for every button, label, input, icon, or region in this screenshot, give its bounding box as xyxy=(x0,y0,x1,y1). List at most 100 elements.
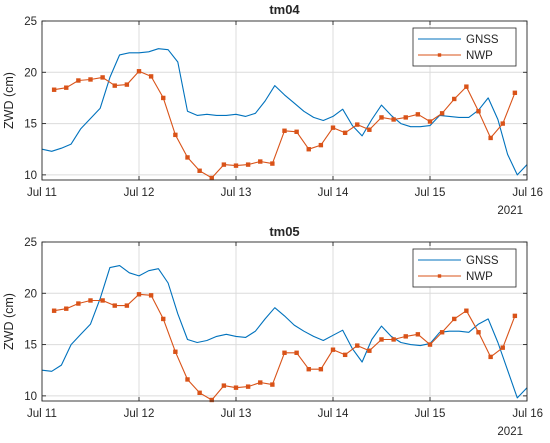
data-point-NWP xyxy=(112,303,117,308)
data-point-NWP xyxy=(148,74,154,79)
data-point-NWP xyxy=(64,85,69,90)
x-tick-label: Jul 11 xyxy=(27,408,57,420)
data-point-NWP xyxy=(185,155,190,160)
data-point-NWP xyxy=(76,78,81,83)
data-point-NWP xyxy=(148,293,154,298)
data-point-NWP xyxy=(100,298,105,303)
x-tick-label: Jul 14 xyxy=(318,408,349,420)
data-point-NWP xyxy=(355,122,360,127)
data-point-NWP xyxy=(51,87,57,92)
data-point-NWP xyxy=(476,330,481,335)
axes-box xyxy=(41,20,528,181)
x-tick-label: Jul 15 xyxy=(415,408,446,420)
year-label: 2021 xyxy=(497,205,523,217)
data-point-NWP xyxy=(51,308,57,313)
data-point-NWP xyxy=(500,121,505,126)
legend: GNSS NWP xyxy=(412,27,517,67)
data-point-NWP xyxy=(306,147,311,152)
data-point-NWP xyxy=(342,130,348,136)
data-point-NWP xyxy=(330,125,336,130)
data-point-NWP xyxy=(379,115,384,120)
x-tick-label: Jul 11 xyxy=(27,187,57,199)
y-tick-label: 25 xyxy=(24,16,37,28)
legend: GNSS NWP xyxy=(412,248,517,288)
data-point-NWP xyxy=(488,354,493,360)
data-point-NWP xyxy=(306,367,311,372)
y-tick-label: 20 xyxy=(24,67,37,79)
series-GNSS xyxy=(41,48,528,176)
data-point-NWP xyxy=(415,112,421,117)
y-tick-label: 15 xyxy=(24,119,37,131)
data-point-NWP xyxy=(100,75,105,80)
data-point-NWP xyxy=(318,142,324,148)
data-point-NWP xyxy=(136,292,142,297)
x-tick-label: Jul 16 xyxy=(512,187,543,199)
data-point-NWP xyxy=(282,350,287,355)
data-point-NWP xyxy=(464,84,469,89)
chart-title: tm04 xyxy=(269,2,300,17)
data-point-NWP xyxy=(427,342,433,347)
data-point-NWP xyxy=(367,127,372,132)
data-point-NWP xyxy=(367,348,372,353)
data-point-NWP xyxy=(245,162,251,167)
data-point-NWP xyxy=(173,132,178,138)
data-point-NWP xyxy=(318,367,324,372)
data-point-NWP xyxy=(197,168,202,173)
data-point-NWP xyxy=(391,337,396,342)
y-axis-label: ZWD (cm) xyxy=(2,72,16,129)
legend-marker-NWP xyxy=(437,274,442,278)
data-point-NWP xyxy=(500,345,505,350)
data-point-NWP xyxy=(452,96,457,102)
legend-label-GNSS: GNSS xyxy=(466,34,499,46)
data-point-NWP xyxy=(173,349,178,354)
series-line-GNSS xyxy=(41,265,528,399)
x-tick-label: Jul 13 xyxy=(221,187,252,199)
data-point-NWP xyxy=(415,332,421,337)
chart-tm05: Jul 11 Jul 12 Jul 13 Jul 14 Jul 15 Jul 16 10 15… xyxy=(2,224,543,438)
series-line-GNSS xyxy=(41,48,528,176)
data-point-NWP xyxy=(88,77,93,82)
x-tick-label: Jul 13 xyxy=(221,408,252,420)
data-point-NWP xyxy=(245,384,251,389)
data-point-NWP xyxy=(330,347,336,352)
series-line-NWP xyxy=(54,293,516,401)
data-point-NWP xyxy=(161,95,166,101)
data-point-NWP xyxy=(258,380,263,385)
year-label: 2021 xyxy=(497,426,523,438)
data-point-NWP xyxy=(476,109,481,114)
data-point-NWP xyxy=(355,343,360,348)
data-point-NWP xyxy=(124,82,130,87)
data-point-NWP xyxy=(76,301,81,306)
chart-tm04: Jul 11 Jul 12 Jul 13 Jul 14 Jul 15 Jul 16 10 15… xyxy=(2,2,543,217)
data-point-NWP xyxy=(221,162,227,167)
axes-box xyxy=(41,241,528,402)
x-tick-label: Jul 16 xyxy=(512,408,543,420)
y-tick-label: 25 xyxy=(24,237,37,249)
series-NWP xyxy=(51,292,518,403)
data-point-NWP xyxy=(403,115,408,120)
data-point-NWP xyxy=(294,129,299,134)
grid xyxy=(42,21,527,180)
y-tick-label: 10 xyxy=(24,170,37,182)
data-point-NWP xyxy=(233,385,239,390)
y-tick-label: 10 xyxy=(24,391,37,403)
data-point-NWP xyxy=(161,316,166,322)
legend-label-NWP: NWP xyxy=(466,50,493,62)
data-point-NWP xyxy=(258,159,263,164)
data-point-NWP xyxy=(391,117,396,122)
series-line-NWP xyxy=(54,70,516,179)
series-NWP xyxy=(51,69,518,181)
data-point-NWP xyxy=(197,390,202,395)
data-point-NWP xyxy=(512,313,518,319)
y-tick-label: 20 xyxy=(24,288,37,300)
x-tick-label: Jul 12 xyxy=(124,408,155,420)
data-point-NWP xyxy=(512,90,518,96)
legend-box xyxy=(412,248,517,288)
data-point-NWP xyxy=(342,352,348,358)
legend-label-GNSS: GNSS xyxy=(466,255,499,267)
legend-label-NWP: NWP xyxy=(466,271,493,283)
data-point-NWP xyxy=(209,175,214,181)
data-point-NWP xyxy=(64,306,69,311)
data-point-NWP xyxy=(185,377,190,382)
